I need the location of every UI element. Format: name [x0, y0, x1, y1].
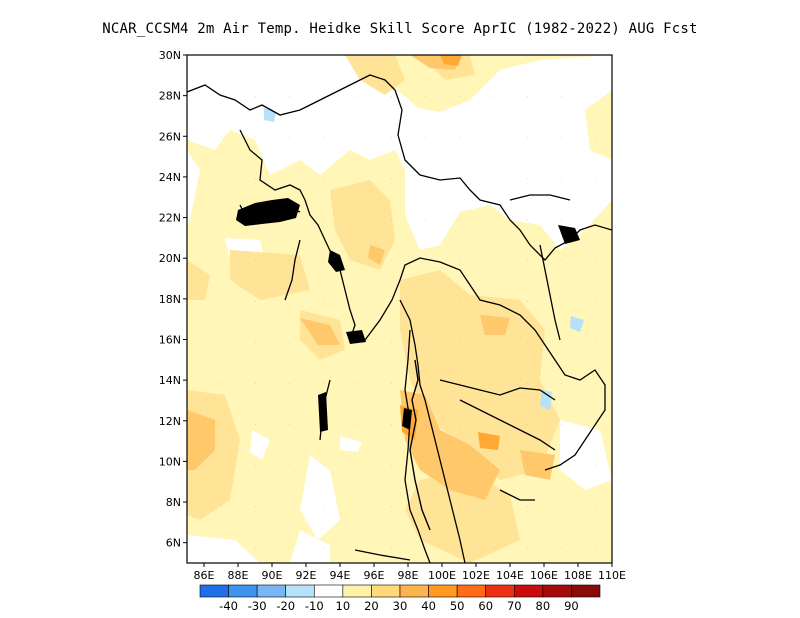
y-tick-label: 24N — [159, 171, 181, 184]
colorbar-label: -30 — [248, 599, 267, 613]
colorbar-swatch — [256, 584, 287, 598]
x-tick-label: 94E — [330, 569, 351, 582]
colorbar-label: 20 — [364, 599, 379, 613]
x-tick-label: 96E — [364, 569, 385, 582]
x-tick-label: 108E — [564, 569, 592, 582]
map-title: NCAR_CCSM4 2m Air Temp. Heidke Skill Sco… — [102, 21, 698, 37]
x-tick-label: 88E — [228, 569, 249, 582]
coastlines-borders — [187, 74, 612, 563]
y-tick-label: 12N — [159, 415, 181, 428]
colorbar-swatch — [313, 584, 344, 598]
y-tick-label: 16N — [159, 333, 181, 346]
y-tick-label: 20N — [159, 252, 181, 265]
x-tick-label: 102E — [462, 569, 490, 582]
x-tick-label: 98E — [398, 569, 419, 582]
colorbar-swatch — [199, 584, 229, 598]
y-axis: 30N 28N 26N 24N 22N 20N 18N 16N 14N 12N 10N 8N 6N — [159, 49, 187, 550]
y-tick-label: 30N — [159, 49, 181, 62]
colorbar-swatch — [371, 584, 401, 598]
x-tick-label: 86E — [194, 569, 215, 582]
colorbar-swatch — [456, 584, 487, 598]
map-frame — [186, 54, 613, 564]
colorbar-label: 50 — [450, 599, 465, 613]
x-tick-label: 100E — [428, 569, 456, 582]
colorbar-swatch — [285, 584, 315, 598]
colorbar-label: -40 — [219, 599, 238, 613]
colorbar-label: 70 — [507, 599, 522, 613]
delta-clusters — [236, 198, 580, 432]
y-tick-label: 28N — [159, 90, 181, 103]
colorbar-label: 30 — [393, 599, 408, 613]
colorbar-label: 90 — [564, 599, 579, 613]
x-tick-label: 90E — [262, 569, 283, 582]
colorbar-label: -10 — [305, 599, 324, 613]
skill-field — [187, 55, 612, 563]
colorbar-swatch — [542, 584, 572, 598]
y-tick-label: 8N — [166, 496, 181, 509]
colorbar-swatch — [228, 584, 258, 598]
colorbar-swatch — [571, 584, 601, 598]
colorbar: -40 -30 -20 -10 10 20 30 40 50 60 70 80 90 — [199, 584, 601, 613]
x-tick-label: 110E — [598, 569, 626, 582]
colorbar-swatch — [513, 584, 544, 598]
x-tick-label: 104E — [496, 569, 524, 582]
colorbar-swatch — [342, 584, 372, 598]
colorbar-swatch — [485, 584, 515, 598]
y-tick-label: 10N — [159, 455, 181, 468]
colorbar-swatch — [399, 584, 429, 598]
colorbar-label: 80 — [536, 599, 551, 613]
colorbar-label: 40 — [421, 599, 436, 613]
colorbar-swatch — [428, 584, 458, 598]
x-axis: 86E 88E 90E 92E 94E 96E 98E 100E 102E 104E 106E 108… — [194, 563, 626, 582]
y-tick-label: 6N — [166, 537, 181, 550]
colorbar-label: 60 — [478, 599, 493, 613]
y-tick-label: 26N — [159, 130, 181, 143]
x-tick-label: 106E — [530, 569, 558, 582]
colorbar-label: -20 — [276, 599, 295, 613]
y-tick-label: 18N — [159, 293, 181, 306]
colorbar-label: 10 — [336, 599, 351, 613]
y-tick-label: 22N — [159, 212, 181, 225]
x-tick-label: 92E — [296, 569, 317, 582]
y-tick-label: 14N — [159, 374, 181, 387]
